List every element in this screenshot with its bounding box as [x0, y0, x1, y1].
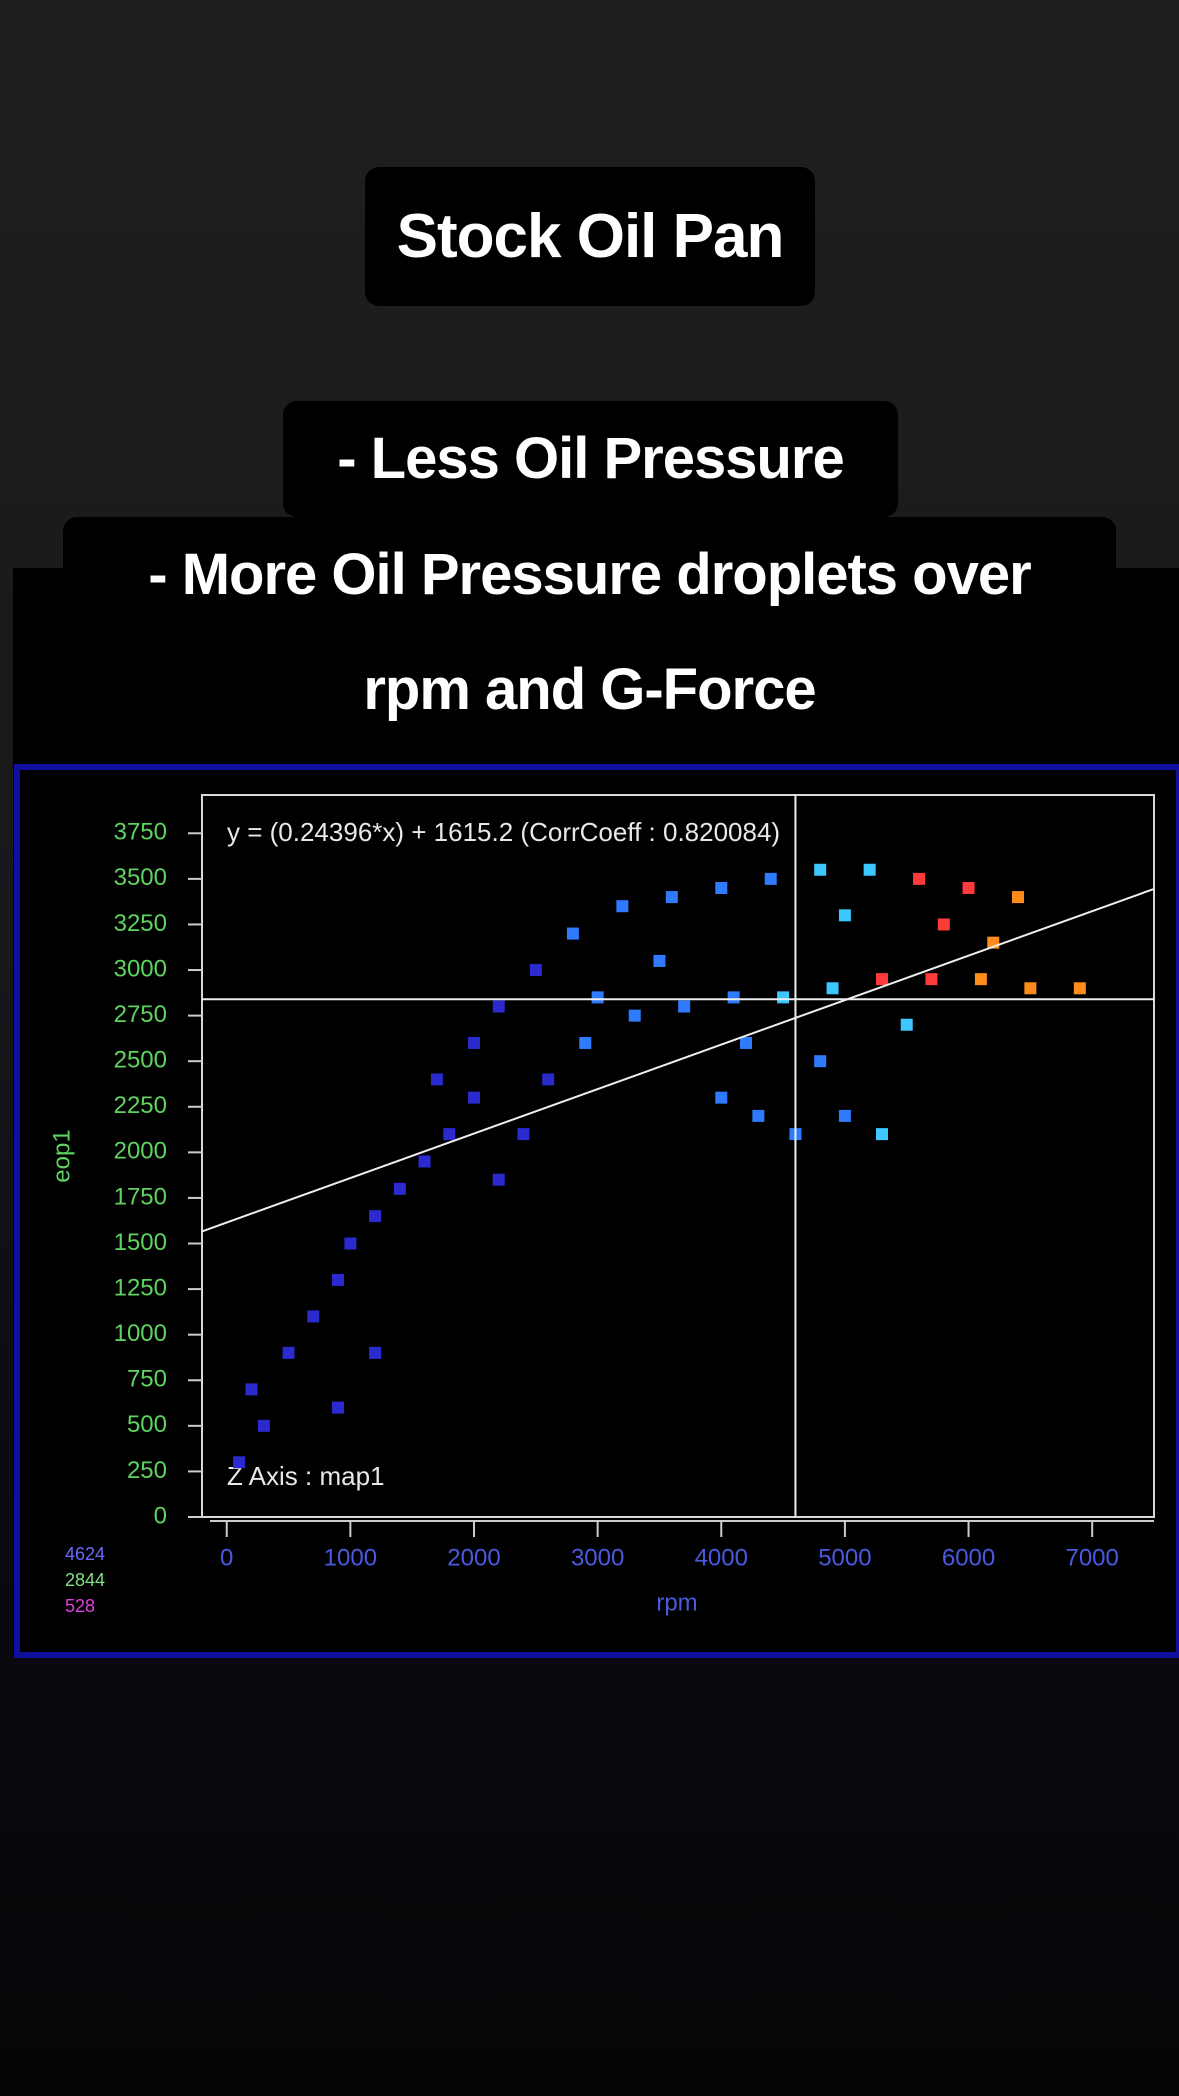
point	[468, 1091, 480, 1104]
chart-frame	[14, 764, 1179, 1658]
point	[332, 1401, 344, 1414]
point	[900, 1018, 913, 1031]
point	[937, 918, 950, 931]
point	[369, 1210, 382, 1223]
point	[1073, 982, 1086, 995]
x-tick-label: 6000	[942, 1544, 995, 1571]
point	[665, 891, 678, 904]
point	[876, 973, 888, 986]
point	[678, 1000, 691, 1013]
point	[529, 964, 542, 977]
point	[393, 1182, 406, 1195]
annotation: y = (0.24396*x) + 1615.2 (CorrCoeff : 0.…	[227, 817, 780, 847]
point	[814, 863, 827, 876]
point	[233, 1456, 246, 1469]
point	[863, 863, 876, 876]
y-tick-label: 1750	[114, 1183, 167, 1210]
point	[616, 900, 629, 913]
point	[418, 1155, 431, 1168]
y-tick-label: 2500	[114, 1047, 167, 1074]
point	[764, 872, 777, 885]
point	[369, 1346, 382, 1359]
x-tick-label: 2000	[447, 1544, 500, 1571]
point	[876, 1128, 888, 1141]
point	[777, 991, 790, 1004]
y-tick-label: 750	[127, 1366, 167, 1393]
point	[282, 1346, 295, 1359]
y-tick-label: 0	[154, 1502, 167, 1529]
x-tick-label: 5000	[818, 1544, 871, 1571]
point	[245, 1383, 258, 1396]
y-tick-label: 250	[127, 1457, 167, 1484]
point	[1012, 891, 1024, 904]
point	[838, 1109, 851, 1122]
point	[307, 1310, 320, 1323]
point	[925, 973, 938, 986]
point	[715, 881, 728, 894]
point	[468, 1036, 480, 1049]
y-tick-label: 3500	[114, 864, 167, 891]
point	[974, 973, 987, 986]
z-legend-value: 528	[65, 1596, 95, 1616]
y-tick-label: 1250	[114, 1274, 167, 1301]
point	[492, 1000, 505, 1013]
point	[740, 1036, 752, 1049]
point	[579, 1036, 592, 1049]
point	[838, 909, 851, 922]
point	[628, 1009, 641, 1022]
x-tick-label: 3000	[571, 1544, 624, 1571]
point	[653, 954, 666, 967]
fit-line	[201, 887, 1155, 1233]
x-tick-label: 0	[220, 1544, 233, 1571]
plot-area	[201, 794, 1155, 1518]
point	[257, 1419, 270, 1432]
y-tick-label: 3000	[114, 955, 167, 982]
caption: - Less Oil Pressure	[283, 401, 898, 517]
x-tick-label: 7000	[1065, 1544, 1118, 1571]
point	[826, 982, 839, 995]
z-legend-value: 2844	[65, 1570, 105, 1590]
point	[715, 1091, 728, 1104]
y-axis-label: eop1	[48, 1129, 75, 1182]
x-tick-label: 4000	[695, 1544, 748, 1571]
point	[1024, 982, 1037, 995]
point	[344, 1237, 357, 1250]
point	[962, 881, 975, 894]
point	[727, 991, 740, 1004]
y-tick-label: 500	[127, 1411, 167, 1438]
y-tick-label: 3250	[114, 910, 167, 937]
y-tick-label: 2250	[114, 1092, 167, 1119]
point	[566, 927, 579, 940]
point	[517, 1128, 530, 1141]
z-legend-value: 4624	[65, 1544, 105, 1564]
point	[814, 1055, 827, 1068]
point	[430, 1073, 443, 1086]
y-tick-label: 1500	[114, 1229, 167, 1256]
y-tick-label: 3750	[114, 819, 167, 846]
point	[332, 1273, 344, 1286]
caption: - More Oil Pressure droplets over rpm an…	[63, 517, 1116, 757]
point	[913, 872, 926, 885]
point	[542, 1073, 555, 1086]
point	[752, 1109, 765, 1122]
x-tick-label: 1000	[324, 1544, 377, 1571]
x-axis-label: rpm	[656, 1589, 697, 1616]
y-tick-label: 1000	[114, 1320, 167, 1347]
point	[443, 1128, 456, 1141]
point	[591, 991, 604, 1004]
y-tick-label: 2750	[114, 1001, 167, 1028]
title: Stock Oil Pan	[365, 167, 815, 306]
point	[492, 1173, 505, 1186]
y-tick-label: 2000	[114, 1138, 167, 1165]
z-label: Z Axis : map1	[227, 1461, 385, 1491]
